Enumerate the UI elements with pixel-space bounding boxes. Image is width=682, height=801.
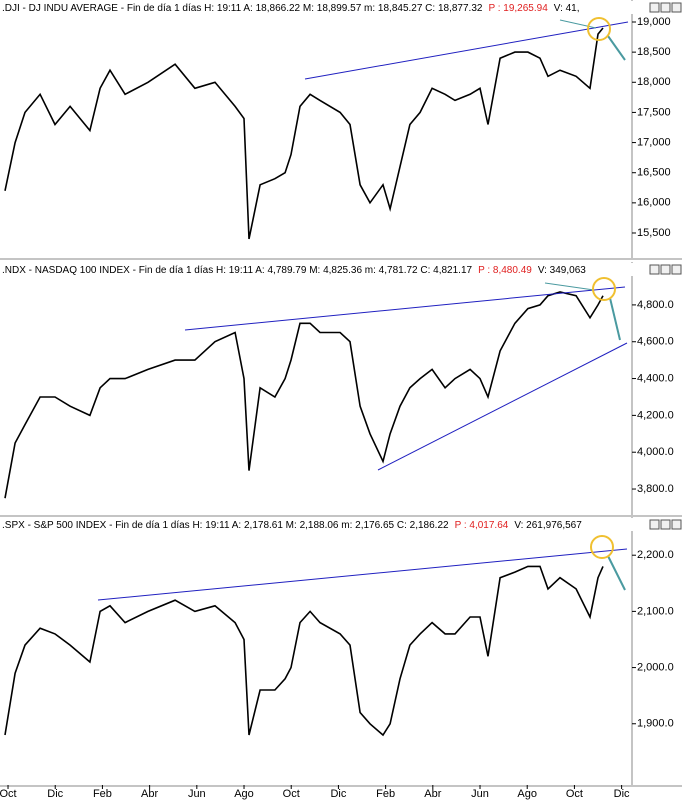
- x-tick-label: Jun: [471, 788, 489, 800]
- header-volume: V: 261,976,567: [514, 520, 582, 531]
- x-tick-label: Oct: [566, 788, 583, 800]
- header-highlight: P : 4,017.64: [455, 520, 509, 531]
- window-button: [649, 2, 660, 13]
- x-tick-label: Dic: [47, 788, 63, 800]
- y-tick-label: 19,000: [637, 16, 671, 28]
- y-tick-label: 4,000.0: [637, 446, 674, 458]
- header-title: .DJI - DJ INDU AVERAGE - Fin de día 1 dí…: [2, 3, 483, 14]
- window-button: [660, 519, 671, 530]
- y-tick-label: 4,800.0: [637, 299, 674, 311]
- x-tick-label: Feb: [93, 788, 112, 800]
- highlight-circle: [587, 17, 611, 41]
- panel: 3,800.0 4,000.0 4,200.0 4,400.0 4,600.0 4,800…: [0, 262, 682, 517]
- window-button: [649, 264, 660, 275]
- x-tick-label: Abr: [141, 788, 158, 800]
- y-tick-label: 18,000: [637, 76, 671, 88]
- x-tick-label: Feb: [376, 788, 395, 800]
- y-tick-label: 16,000: [637, 197, 671, 209]
- header-bar: [0, 518, 682, 531]
- x-tick-label: Oct: [0, 788, 17, 800]
- x-tick-label: Dic: [330, 788, 346, 800]
- arrow: [609, 297, 621, 341]
- y-tick-label: 15,500: [637, 227, 671, 239]
- highlight-circle: [590, 535, 614, 559]
- x-tick-label: Dic: [614, 788, 630, 800]
- price-line: [4, 565, 604, 737]
- trend-line: [184, 286, 626, 331]
- window-button: [649, 519, 660, 530]
- x-tick-label: Ago: [234, 788, 254, 800]
- y-tick-label: 16,500: [637, 167, 671, 179]
- x-tick-label: Ago: [517, 788, 537, 800]
- x-tick-label: Jun: [188, 788, 206, 800]
- y-tick-label: 18,500: [637, 46, 671, 58]
- window-button: [671, 519, 682, 530]
- window-button: [671, 2, 682, 13]
- y-tick-label: 4,200.0: [637, 409, 674, 421]
- header-highlight: P : 19,265.94: [488, 3, 548, 14]
- y-tick-label: 1,900.0: [637, 718, 674, 730]
- y-tick-label: 4,400.0: [637, 372, 674, 384]
- arrow: [559, 19, 597, 29]
- panel-header: .SPX - S&P 500 INDEX - Fin de día 1 días…: [2, 520, 582, 531]
- header-volume: V: 41,: [554, 3, 580, 14]
- x-tick-label: Abr: [424, 788, 441, 800]
- window-button: [660, 264, 671, 275]
- y-tick-label: 17,000: [637, 136, 671, 148]
- arrow: [607, 35, 626, 61]
- price-line: [4, 291, 604, 499]
- price-line: [4, 27, 604, 240]
- y-tick-label: 4,600.0: [637, 336, 674, 348]
- header-highlight: P : 8,480.49: [478, 265, 532, 276]
- trend-line: [97, 548, 628, 601]
- y-tick-label: 3,800.0: [637, 483, 674, 495]
- x-tick-label: Oct: [283, 788, 300, 800]
- arrow: [544, 282, 595, 291]
- window-button: [671, 264, 682, 275]
- highlight-circle: [592, 277, 616, 301]
- arrow: [607, 555, 626, 591]
- y-tick-label: 2,200.0: [637, 549, 674, 561]
- trend-line: [377, 342, 628, 471]
- y-tick-label: 17,500: [637, 106, 671, 118]
- header-bar: [0, 1, 682, 14]
- window-button: [660, 2, 671, 13]
- header-title: .NDX - NASDAQ 100 INDEX - Fin de día 1 d…: [2, 265, 473, 276]
- panel: 1,900.0 2,000.0 2,100.0 2,200.0 Oct Dic Feb Abr…: [0, 517, 682, 800]
- panel: 15,500 16,000 16,500 17,000 17,500 18,000 18,5…: [0, 0, 682, 260]
- panel-header: .DJI - DJ INDU AVERAGE - Fin de día 1 dí…: [2, 3, 580, 14]
- annotations: [97, 17, 629, 601]
- y-tick-label: 2,100.0: [637, 605, 674, 617]
- panel-header: .NDX - NASDAQ 100 INDEX - Fin de día 1 d…: [2, 265, 586, 276]
- trend-line: [304, 21, 629, 80]
- y-tick-label: 2,000.0: [637, 661, 674, 673]
- header-bar: [0, 263, 682, 276]
- header-volume: V: 349,063: [538, 265, 586, 276]
- header-title: .SPX - S&P 500 INDEX - Fin de día 1 días…: [2, 520, 449, 531]
